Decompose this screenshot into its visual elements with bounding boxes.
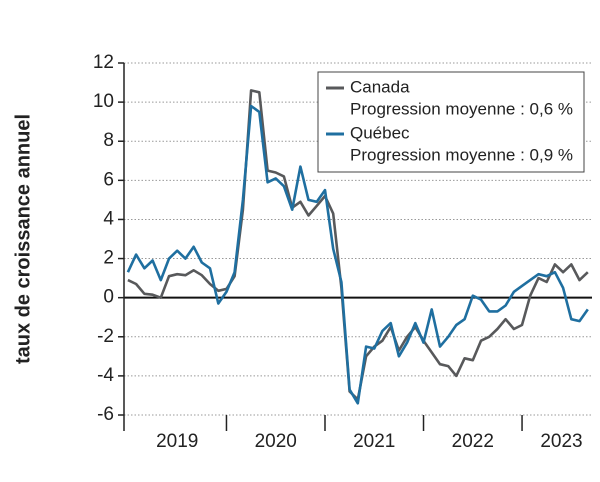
y-tick-label: -4 bbox=[97, 365, 114, 386]
legend-average: Progression moyenne : 0,6 % bbox=[350, 99, 573, 118]
x-tick-label: 2023 bbox=[540, 431, 582, 452]
legend-average: Progression moyenne : 0,9 % bbox=[350, 145, 573, 164]
x-tick-label: 2019 bbox=[156, 431, 198, 452]
y-tick-label: 10 bbox=[93, 91, 114, 112]
y-tick-label: -2 bbox=[97, 326, 114, 347]
x-tick-label: 2022 bbox=[452, 431, 494, 452]
legend-label: Canada bbox=[350, 77, 410, 96]
y-tick-label: 0 bbox=[103, 287, 114, 308]
x-tick-label: 2020 bbox=[255, 431, 297, 452]
x-tick-label: 2021 bbox=[353, 431, 395, 452]
y-tick-label: 8 bbox=[103, 130, 114, 151]
y-tick-label: 6 bbox=[103, 169, 114, 190]
y-axis-label: taux de croissance annuel bbox=[12, 114, 34, 364]
legend-label: Québec bbox=[350, 123, 410, 142]
y-tick-label: 12 bbox=[93, 52, 114, 73]
series-line bbox=[126, 104, 589, 405]
y-tick-label: -6 bbox=[97, 404, 114, 425]
y-tick-label: 4 bbox=[103, 208, 114, 229]
y-tick-label: 2 bbox=[103, 248, 114, 269]
legend-box bbox=[317, 71, 585, 173]
